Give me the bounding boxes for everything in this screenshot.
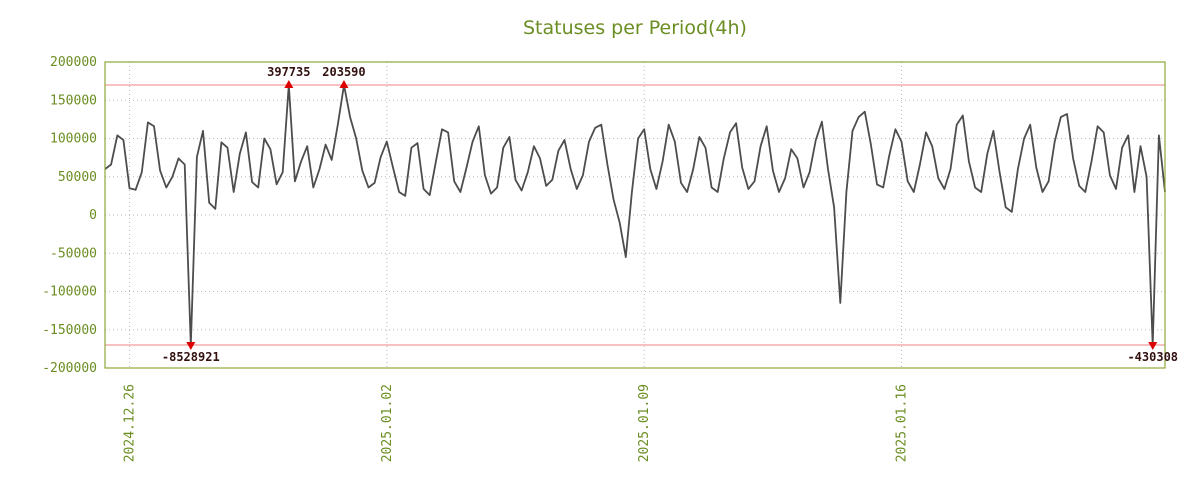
chart-title: Statuses per Period(4h) (523, 17, 747, 39)
x-tick-label: 2025.01.16 (895, 384, 910, 462)
clip-marker-down-icon (1148, 342, 1158, 351)
y-tick-label: 0 (89, 208, 97, 223)
y-tick-label: -150000 (42, 323, 97, 338)
y-tick-label: 50000 (58, 170, 97, 185)
annotation-label: 203590 (322, 65, 365, 79)
y-tick-label: 200000 (50, 55, 97, 70)
x-tick-label: 2024.12.26 (123, 384, 138, 462)
y-tick-label: 150000 (50, 93, 97, 108)
annotation-label: 397735 (267, 65, 310, 79)
y-tick-label: 100000 (50, 132, 97, 147)
y-tick-label: -200000 (42, 361, 97, 376)
clip-marker-up-icon (339, 79, 349, 88)
clip-marker-down-icon (186, 342, 196, 351)
annotation-label: -8528921 (162, 350, 220, 364)
y-tick-label: -100000 (42, 285, 97, 300)
x-tick-label: 2025.01.02 (380, 384, 395, 462)
x-tick-label: 2025.01.09 (637, 384, 652, 462)
y-tick-label: -50000 (50, 246, 97, 261)
clip-marker-up-icon (284, 79, 294, 88)
series-line (104, 84, 1166, 346)
annotation-label: -430308 (1127, 350, 1178, 364)
plot-border (104, 61, 1166, 369)
